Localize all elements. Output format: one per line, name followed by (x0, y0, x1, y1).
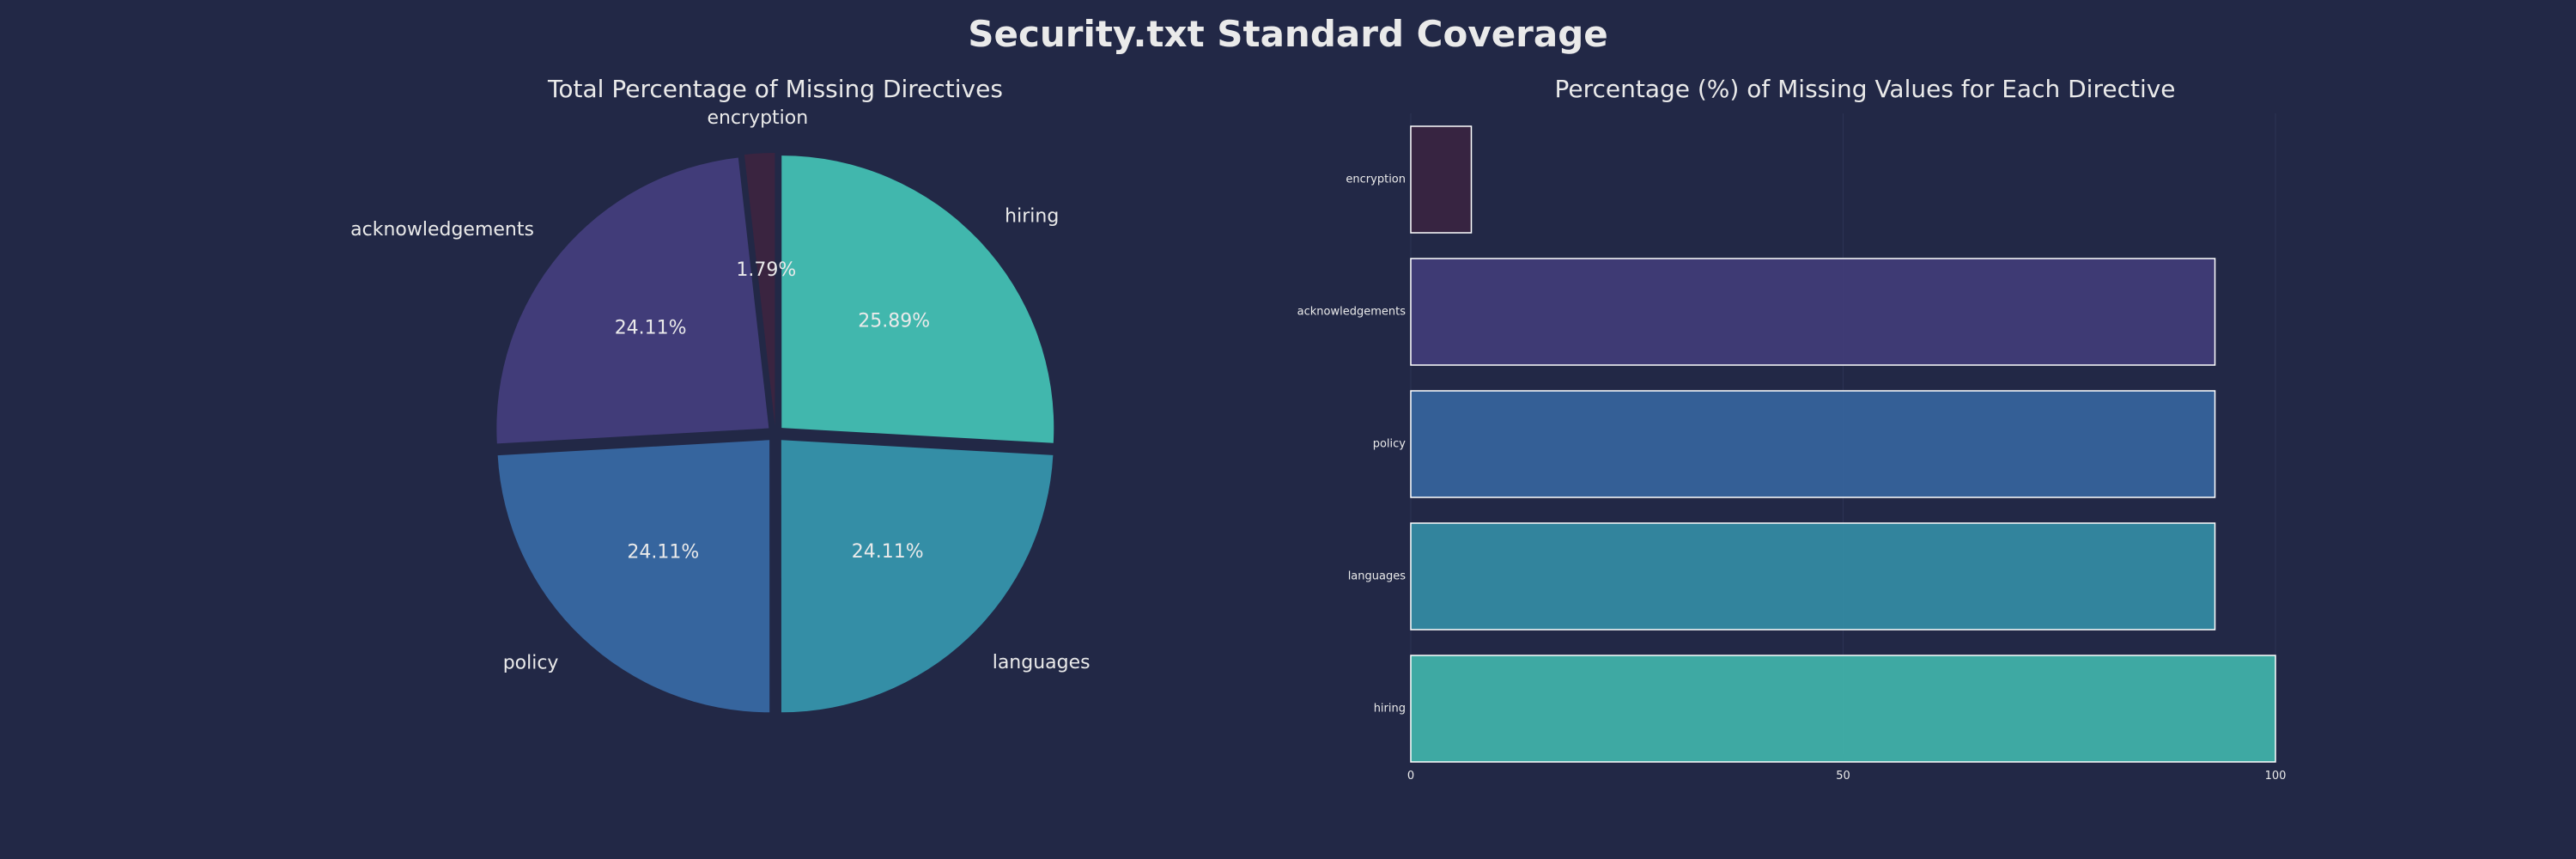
bar-encryption (1410, 125, 1473, 234)
y-tick-label-encryption: encryption (1346, 174, 1406, 186)
x-tick-label-0: 0 (1407, 770, 1414, 783)
pie-slice-encryption (744, 153, 775, 426)
y-tick-label-hiring: hiring (1374, 703, 1406, 716)
pie-value-label-policy: 24.11% (627, 541, 699, 563)
bar-chart-title: Percentage (%) of Missing Values for Eac… (1554, 75, 2175, 103)
pie-label-languages: languages (993, 652, 1091, 673)
y-tick-label-policy: policy (1373, 438, 1406, 451)
bar-acknowledgements (1410, 258, 2216, 366)
bar-hiring (1410, 655, 2276, 763)
pie-slice-hiring (781, 155, 1054, 443)
pie-slice-policy (497, 440, 770, 713)
x-tick-label-50: 50 (1836, 770, 1850, 783)
figure-title: Security.txt Standard Coverage (968, 13, 1608, 55)
bar-policy (1410, 390, 2216, 498)
y-tick-label-languages: languages (1348, 570, 1406, 583)
pie-chart-title: Total Percentage of Missing Directives (547, 75, 1003, 103)
x-tick-label-100: 100 (2265, 770, 2287, 783)
pie-slice-acknowledgements (496, 157, 769, 444)
pie-value-label-encryption: 1.79% (736, 259, 796, 281)
pie-slice-languages (781, 440, 1054, 713)
pie-value-label-hiring: 25.89% (858, 310, 930, 332)
pie-chart: Total Percentage of Missing Directives h… (350, 75, 1091, 713)
pie-label-acknowledgements: acknowledgements (350, 219, 534, 241)
bar-chart: Percentage (%) of Missing Values for Eac… (1297, 75, 2287, 783)
pie-value-label-acknowledgements: 24.11% (615, 317, 687, 338)
pie-label-hiring: hiring (1005, 205, 1059, 227)
bar-languages (1410, 522, 2216, 631)
y-tick-label-acknowledgements: acknowledgements (1297, 306, 1406, 319)
pie-label-policy: policy (503, 652, 559, 673)
pie-label-encryption: encryption (707, 107, 808, 129)
pie-value-label-languages: 24.11% (852, 541, 924, 563)
